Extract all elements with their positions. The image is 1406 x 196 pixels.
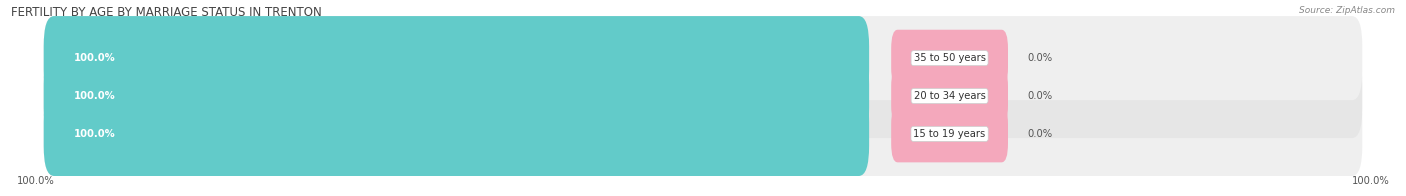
Text: FERTILITY BY AGE BY MARRIAGE STATUS IN TRENTON: FERTILITY BY AGE BY MARRIAGE STATUS IN T…	[11, 6, 322, 19]
Text: 0.0%: 0.0%	[1028, 129, 1053, 139]
Text: 0.0%: 0.0%	[1028, 53, 1053, 63]
Text: 100.0%: 100.0%	[17, 176, 55, 186]
FancyBboxPatch shape	[44, 92, 1362, 176]
Text: 100.0%: 100.0%	[73, 91, 115, 101]
Text: 100.0%: 100.0%	[73, 53, 115, 63]
Text: Source: ZipAtlas.com: Source: ZipAtlas.com	[1299, 6, 1395, 15]
FancyBboxPatch shape	[891, 105, 1008, 162]
Text: 20 to 34 years: 20 to 34 years	[914, 91, 986, 101]
FancyBboxPatch shape	[44, 16, 869, 100]
FancyBboxPatch shape	[44, 54, 1362, 138]
FancyBboxPatch shape	[891, 68, 1008, 124]
FancyBboxPatch shape	[44, 16, 1362, 100]
Text: 35 to 50 years: 35 to 50 years	[914, 53, 986, 63]
Text: 15 to 19 years: 15 to 19 years	[914, 129, 986, 139]
FancyBboxPatch shape	[44, 92, 869, 176]
FancyBboxPatch shape	[891, 30, 1008, 87]
FancyBboxPatch shape	[44, 54, 869, 138]
Text: 0.0%: 0.0%	[1028, 91, 1053, 101]
Text: 100.0%: 100.0%	[73, 129, 115, 139]
Text: 100.0%: 100.0%	[1351, 176, 1389, 186]
